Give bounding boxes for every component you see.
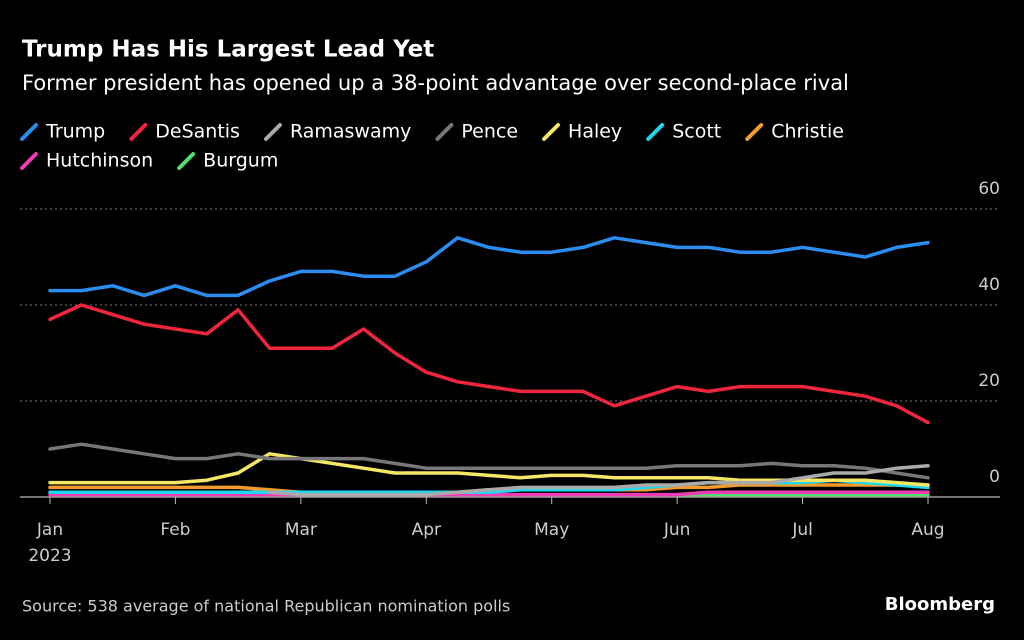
legend-item: Pence (435, 121, 518, 143)
chart-subtitle: Former president has opened up a 38-poin… (22, 71, 849, 95)
legend-marker (129, 123, 148, 141)
legend-marker (542, 123, 561, 141)
series-line (267, 464, 930, 497)
legend-label: Hutchinson (46, 150, 153, 172)
y-tick-label: 40 (978, 275, 1000, 295)
x-tick-label: Apr (412, 520, 441, 540)
legend-item: Christie (745, 121, 844, 143)
brand: Bloomberg (885, 594, 995, 615)
series-line (48, 303, 930, 425)
legend-item: Scott (646, 121, 721, 143)
legend-marker (435, 123, 454, 141)
legend-label: Ramaswamy (290, 121, 411, 143)
x-tick-label: Aug (911, 520, 944, 540)
x-tick-label: Jan (36, 520, 63, 540)
chart-title: Trump Has His Largest Lead Yet (22, 37, 434, 63)
series-line (48, 236, 930, 298)
year-label: 2023 (28, 546, 71, 566)
x-tick-label: Jul (791, 520, 813, 540)
x-tick-label: Feb (160, 520, 190, 540)
x-tick-label: Mar (285, 520, 317, 540)
series-line (48, 442, 930, 480)
legend-item: Hutchinson (20, 150, 153, 172)
legend-label: Pence (461, 121, 518, 143)
legend-label: Christie (771, 121, 844, 143)
y-tick-label: 0 (989, 467, 1000, 487)
legend-item: DeSantis (129, 121, 240, 143)
legend-label: DeSantis (155, 121, 240, 143)
legend-item: Ramaswamy (263, 121, 411, 143)
series-line (48, 490, 930, 497)
legend-marker (20, 152, 38, 170)
legend-marker (745, 123, 764, 141)
x-tick-label: Jun (663, 520, 691, 540)
legend-label: Scott (672, 121, 721, 143)
source: Source: 538 average of national Republic… (22, 597, 510, 616)
x-tick-label: May (534, 520, 569, 540)
legend-label: Burgum (203, 150, 278, 172)
legend-marker (20, 123, 38, 141)
legend-marker (646, 123, 665, 141)
legend-marker (263, 123, 282, 141)
legend-item: Trump (20, 121, 105, 143)
legend-label: Haley (568, 121, 622, 143)
y-tick-label: 60 (978, 179, 1000, 199)
legend-label: Trump (45, 121, 105, 143)
y-tick-label: 20 (978, 371, 1000, 391)
legend-item: Haley (542, 121, 622, 143)
legend-item: Burgum (177, 150, 278, 172)
legend-marker (177, 152, 196, 170)
